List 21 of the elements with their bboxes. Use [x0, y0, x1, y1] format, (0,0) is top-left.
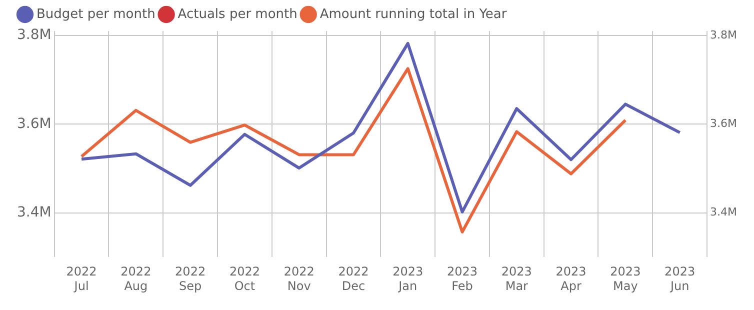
x-tick-label: 2023 Feb — [446, 264, 478, 293]
x-tick-label: 2022 Jul — [66, 264, 97, 293]
y-tick-label: 3.4M — [17, 204, 52, 220]
legend-label: Actuals per month — [178, 6, 298, 22]
y2-tick-label: 3.4M — [710, 206, 737, 219]
x-tick-label: 2023 Jan — [392, 264, 424, 293]
x-tick-label: 2022 Aug — [120, 264, 152, 293]
y-tick-label: 3.6M — [17, 116, 52, 132]
y-tick-label: 3.8M — [17, 27, 52, 44]
x-tick-label: 2022 Oct — [229, 264, 260, 293]
x-tick-label: 2022 Nov — [284, 264, 314, 293]
x-tick-label: 2022 Dec — [338, 264, 369, 293]
y2-tick-label: 3.6M — [710, 117, 737, 130]
y2-tick-label: 3.8M — [710, 28, 737, 42]
x-tick-label: 2023 Mar — [501, 264, 532, 293]
legend-label: Amount running total in Year — [320, 6, 508, 22]
x-tick-label: 2023 May — [610, 264, 641, 293]
x-tick-label: 2023 Apr — [556, 264, 586, 293]
x-tick-label: 2022 Sep — [175, 264, 206, 293]
x-tick-label: 2023 Jun — [664, 264, 696, 293]
legend-label: Budget per month — [36, 6, 156, 22]
